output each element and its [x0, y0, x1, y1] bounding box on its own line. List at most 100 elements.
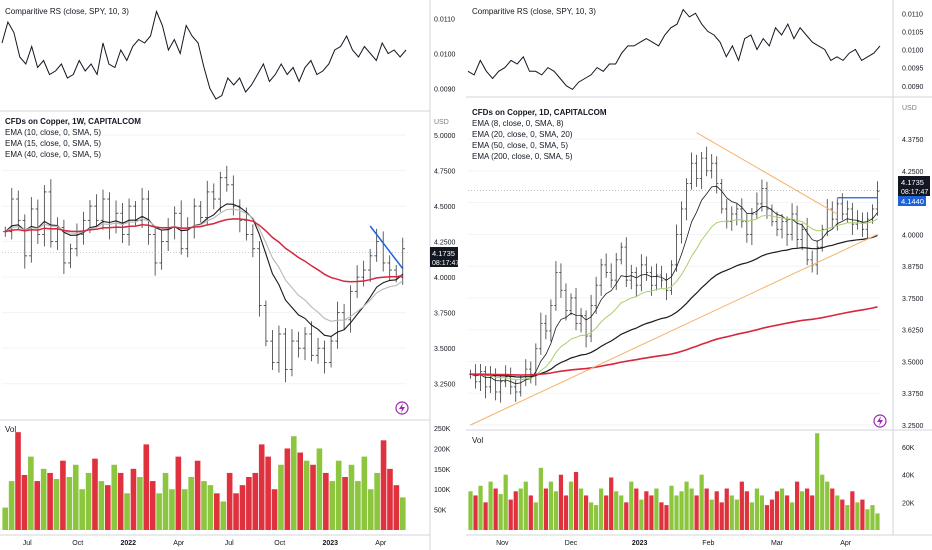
volume-bar [769, 499, 775, 530]
volume-bar [820, 474, 825, 530]
volume-bar [367, 489, 374, 530]
price-tick-label: 3.5000 [902, 359, 924, 366]
volume-bar [594, 505, 599, 530]
volume-bar [699, 474, 704, 530]
time-tick-label: Feb [702, 540, 714, 547]
left-price-title: CFDs on Copper, 1W, CAPITALCOM [5, 117, 141, 126]
volume-bar [310, 464, 316, 530]
rs-line [1, 9, 407, 100]
volume-bar [850, 491, 855, 530]
volume-bar [588, 502, 594, 530]
volume-bar [779, 488, 785, 530]
price-tick-label: 3.5000 [434, 346, 456, 353]
volume-bar [794, 481, 800, 530]
volume-tick-label: 200K [434, 446, 451, 453]
time-tick-label: Mar [771, 540, 784, 547]
volume-bar [609, 477, 614, 530]
price-tick-label: 3.8750 [902, 264, 924, 271]
volume-bar [393, 485, 400, 530]
volume-bar [508, 499, 513, 530]
volume-bar [79, 489, 85, 530]
right-indicator-4: EMA (200, close, 0, SMA, 5) [472, 152, 573, 161]
volume-bar [226, 472, 233, 530]
time-tick-label: 2022 [120, 540, 136, 547]
volume-bar [704, 488, 709, 530]
time-tick-label: Dec [565, 540, 578, 547]
volume-bar [98, 481, 105, 530]
volume-bar [578, 488, 584, 530]
volume-bar [40, 468, 47, 530]
volume-bar [543, 488, 548, 530]
volume-bar [297, 452, 303, 530]
price-tick-label: 3.7500 [902, 296, 924, 303]
volume-bar [679, 491, 684, 530]
left-price-pane [2, 134, 408, 385]
volume-bar [764, 505, 770, 530]
price-tick-label: 3.2500 [434, 382, 456, 389]
volume-bar [855, 502, 860, 530]
left-alert-icon[interactable] [395, 401, 409, 415]
volume-bar [784, 495, 790, 530]
volume-bar [840, 499, 845, 530]
blue-resistance-line [369, 225, 404, 270]
price-tick-label: 3.7500 [434, 311, 456, 318]
volume-bar [754, 488, 760, 530]
volume-bar [739, 481, 744, 530]
volume-bar [60, 460, 66, 530]
volume-bar [162, 472, 169, 530]
volume-bar [669, 485, 674, 530]
rs-tick-label: 0.0110 [902, 11, 923, 18]
volume-bar [654, 488, 659, 530]
orange-support-line [470, 233, 878, 426]
price-tick-label: 4.2500 [434, 240, 456, 247]
right-volume-pane [468, 433, 880, 530]
volume-bar [533, 502, 538, 530]
ema-8-line [470, 185, 878, 385]
volume-bar [124, 493, 130, 530]
right-blue-level-badge: 4.1440 [898, 196, 926, 206]
left-indicator-1: EMA (10, close, 0, SMA, 5) [5, 128, 101, 137]
volume-bar [493, 488, 498, 530]
left-axes: 5.0000 4.7500 4.5000 4.2500 4.0000 3.7500 3.50… [23, 17, 456, 548]
volume-bar [523, 481, 528, 530]
volume-bar [194, 460, 201, 530]
volume-bar [246, 477, 252, 530]
volume-bar [233, 493, 239, 530]
volume-bar [265, 456, 271, 530]
right-alert-icon[interactable] [873, 414, 887, 428]
ema-20-line [470, 214, 878, 381]
volume-tick-label: 100K [434, 487, 451, 494]
volume-bar [619, 495, 624, 530]
volume-bar [810, 495, 815, 530]
right-axes: 4.37504.25004.12504.00003.87503.75003.62… [496, 11, 923, 547]
ema-15-line [5, 208, 404, 322]
price-tick-label: 5.0000 [434, 133, 456, 140]
volume-bar [689, 488, 694, 530]
volume-bar [825, 481, 830, 530]
volume-bar [604, 495, 609, 530]
right-price-pane [468, 132, 882, 426]
volume-bar [220, 501, 227, 530]
rs-line [467, 8, 881, 91]
time-tick-label: Oct [72, 540, 83, 547]
volume-bar [870, 505, 875, 530]
volume-bar [684, 481, 689, 530]
volume-bar [639, 499, 644, 530]
volume-bar [468, 491, 473, 530]
left-countdown: 08:17:47 [432, 260, 459, 267]
right-rs-pane [467, 8, 881, 91]
volume-tick-label: 20K [902, 500, 915, 507]
volume-bar [149, 481, 156, 530]
volume-bar [111, 464, 118, 530]
volume-bar [749, 502, 754, 530]
volume-bar [548, 481, 554, 530]
right-countdown: 08:17:47 [901, 189, 928, 196]
volume-bar [558, 474, 564, 530]
volume-bar [8, 481, 15, 530]
volume-bar [875, 513, 880, 530]
volume-bar [774, 491, 780, 530]
volume-bar [143, 444, 150, 530]
volume-bar [34, 481, 41, 530]
volume-bar [734, 499, 739, 530]
